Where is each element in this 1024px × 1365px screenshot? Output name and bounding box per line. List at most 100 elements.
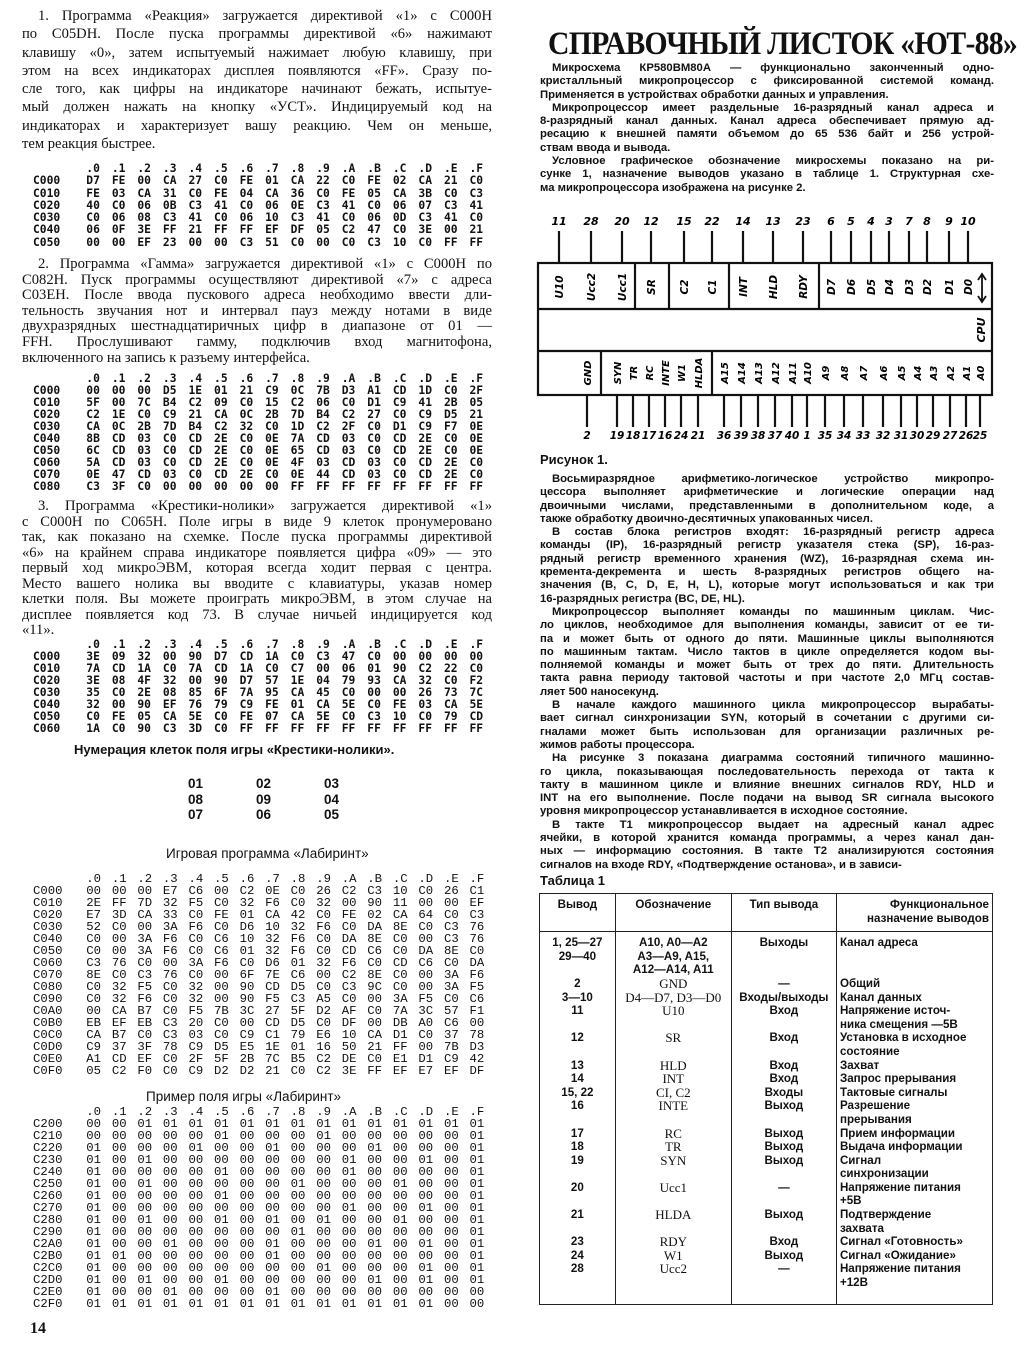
hex-byte: 0F — [111, 223, 126, 237]
hex-byte: 7B — [316, 384, 330, 397]
labyrinth-caption: Игровая программа «Лабиринт» — [166, 846, 369, 861]
hex-address: C030 — [33, 211, 61, 225]
hex-byte: C0 — [214, 211, 228, 225]
hex-byte: 00 — [111, 384, 126, 397]
hex-byte: F5 — [188, 896, 204, 910]
hex-byte: C0 — [86, 710, 100, 723]
hex-byte: 32 — [290, 920, 306, 934]
hex-byte: FF — [418, 722, 432, 735]
hex-byte: C0 — [316, 908, 331, 922]
hex-byte: 01 — [418, 1297, 434, 1311]
hex-byte: D2 — [239, 1064, 255, 1078]
hex-byte: 01 — [86, 1249, 102, 1263]
grid-cell: 03 — [324, 776, 340, 791]
hex-byte: 00 — [316, 1165, 331, 1179]
table-cell: — — [730, 976, 837, 991]
hex-byte: F1 — [469, 1004, 485, 1018]
hex-row: C080 C0 32 F5 C0 32 00 90 CD D5 C0 C3 9C C0 00 3A F5 — [33, 981, 495, 993]
table-cell: 23 — [539, 1235, 616, 1249]
hex-byte: 00 — [290, 1153, 306, 1167]
hex-byte: 0C — [290, 384, 305, 397]
hex-byte: F6 — [290, 932, 306, 946]
hex-address: C020 — [33, 674, 61, 687]
pin-label: D2 — [922, 279, 934, 295]
hex-byte: 00 — [443, 1237, 459, 1251]
hex-byte: C9 — [418, 420, 432, 433]
hex-byte: 0E — [469, 420, 484, 433]
hex-row: C060 1A C0 90 C3 3D C0 FF FF FF FF FF FF FF FF FF FF — [33, 723, 495, 735]
pin-label: D1 — [944, 279, 956, 295]
hex-byte: 00 — [316, 1189, 331, 1203]
hex-byte: 57 — [265, 674, 279, 687]
hex-address: C020 — [33, 908, 63, 922]
hex-byte: C0 — [239, 432, 254, 445]
hex-byte: 01 — [316, 1117, 331, 1131]
hex-byte: 00 — [214, 1225, 229, 1239]
hex-column-header: .B — [367, 872, 383, 886]
hex-byte: 00 — [111, 1285, 127, 1299]
hex-byte: 01 — [290, 1225, 306, 1239]
hex-byte: 00 — [137, 1237, 153, 1251]
hex-byte: 03 — [418, 698, 432, 711]
hex-byte: 00 — [341, 1213, 357, 1227]
hex-byte: C0 — [162, 444, 177, 457]
hex-byte: 00 — [137, 920, 153, 934]
hex-byte: 33 — [162, 908, 178, 922]
text-line: по машинным тактам. Число тактов в цикле… — [540, 645, 994, 658]
hex-byte: 00 — [392, 1249, 408, 1263]
pin-number: 10 — [960, 215, 976, 228]
hex-byte: C0 — [162, 980, 178, 994]
hex-address: C080 — [33, 480, 61, 493]
hex-byte: E7 — [86, 908, 102, 922]
hex-byte: 0E — [265, 432, 279, 445]
hex-byte: 3D — [111, 908, 127, 922]
hex-byte: 5E — [469, 698, 484, 711]
hex-byte: 21 — [469, 408, 484, 421]
hex-byte: C0 — [188, 908, 204, 922]
hex-byte: C0 — [86, 211, 100, 225]
hex-byte: 32 — [86, 698, 100, 711]
text-line: 8-разрядный канал данных. Канал адреса о… — [540, 115, 994, 128]
hex-byte: 01 — [265, 1285, 280, 1299]
hex-byte: 00 — [188, 1201, 204, 1215]
hex-byte: 00 — [162, 650, 177, 663]
hex-byte: D5 — [290, 980, 306, 994]
text-line: кремента-декремента и шесть 8-разрядных … — [540, 566, 994, 579]
hex-byte: C2 — [316, 420, 330, 433]
hex-byte: 21 — [469, 223, 484, 237]
hex-byte: 32 — [239, 420, 254, 433]
hex-address: C060 — [33, 456, 61, 469]
hex-byte: 00 — [418, 1225, 434, 1239]
hex-byte: 00 — [111, 1213, 127, 1227]
text-line: Восьмиразрядное арифметико-логическое ус… — [552, 473, 994, 485]
table-cell: Вход — [730, 1004, 837, 1032]
hex-address: C070 — [33, 468, 61, 481]
hex-byte: C9 — [239, 1028, 255, 1042]
hex-column-header: .9 — [316, 872, 331, 886]
hex-header-row: .0 .1 .2 .3 .4 .5 .6 .7 .8 .9 .A .B .C .D .E .F — [33, 873, 495, 885]
hex-byte: 00 — [162, 1201, 178, 1215]
pin-number: 6 — [827, 215, 835, 228]
hex-byte: 00 — [162, 1273, 178, 1287]
hex-byte: C0 — [392, 223, 407, 237]
hex-byte: 00 — [162, 1153, 178, 1167]
pin-label: A15 — [720, 362, 731, 385]
hex-byte: 00 — [418, 932, 434, 946]
hex-byte: 32 — [418, 674, 432, 687]
hex-byte: 1E — [188, 384, 203, 397]
hex-column-header: .D — [418, 638, 432, 651]
hex-column-header: .E — [443, 372, 458, 385]
hex-byte: 2E — [239, 468, 254, 481]
hex-byte: CA — [86, 420, 100, 433]
hex-byte: 01 — [86, 1165, 102, 1179]
hex-row: C0A0 00 CA B7 C0 F5 7B 3C 27 5F D2 AF C0 7A 3C 57 F1 — [33, 1005, 495, 1017]
hex-byte: C0 — [214, 174, 228, 188]
hex-byte: 00 — [137, 384, 151, 397]
hex-byte: 01 — [367, 662, 381, 675]
hex-byte: C0 — [367, 1004, 383, 1018]
hex-byte: 00 — [265, 1189, 280, 1203]
hex-byte: 79 — [443, 710, 458, 723]
hex-byte: 00 — [341, 1273, 357, 1287]
hex-byte: 41 — [316, 211, 330, 225]
column-header: Функциональное назначение выводов — [835, 892, 994, 933]
